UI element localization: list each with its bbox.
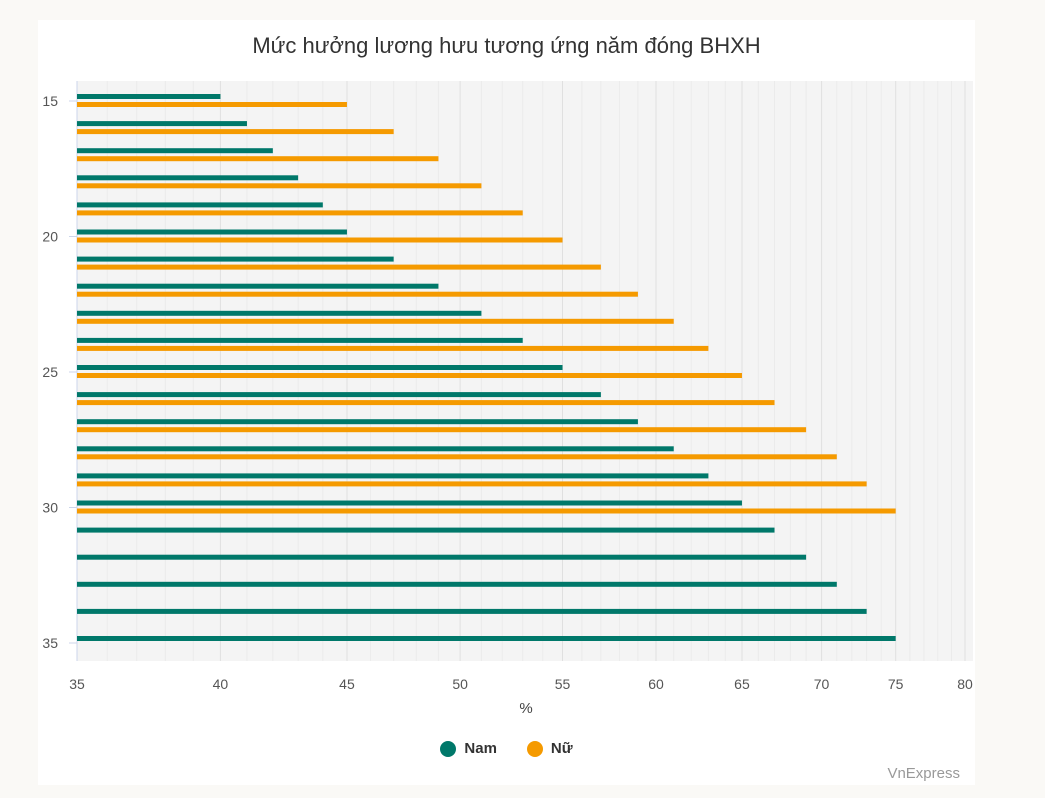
bar-nu-24	[77, 345, 709, 351]
legend-label: Nam	[464, 740, 497, 757]
bar-nam-28	[77, 446, 674, 452]
legend: Nam Nữ	[0, 740, 1013, 757]
bar-nu-16	[77, 129, 394, 135]
bar-nu-20	[77, 237, 563, 243]
bar-nam-24	[77, 337, 523, 343]
bar-nu-22	[77, 291, 638, 297]
bar-nu-30	[77, 508, 896, 514]
bar-nam-22	[77, 283, 439, 289]
plot-background	[77, 81, 973, 661]
bar-nu-29	[77, 481, 867, 487]
y-tick-label: 30	[42, 500, 58, 516]
x-tick-label: 65	[734, 676, 750, 692]
bar-nam-27	[77, 419, 638, 425]
x-tick-label: 35	[69, 676, 85, 692]
y-tick-label: 25	[42, 364, 58, 380]
bar-nu-25	[77, 373, 742, 378]
bar-nu-21	[77, 264, 601, 270]
legend-marker-icon	[440, 740, 457, 757]
bar-nam-18	[77, 175, 299, 181]
bar-nu-27	[77, 427, 807, 433]
x-tick-label: 55	[555, 676, 571, 692]
bar-nam-30	[77, 500, 742, 506]
x-tick-label: 40	[213, 676, 229, 692]
bar-nam-33	[77, 581, 837, 587]
x-tick-label: 75	[888, 676, 904, 692]
legend-label: Nữ	[550, 740, 573, 757]
bar-nu-17	[77, 156, 439, 162]
x-tick-label: 70	[814, 676, 830, 692]
bar-nam-21	[77, 256, 394, 262]
y-tick-label: 35	[42, 635, 58, 651]
x-axis-title: %	[519, 700, 532, 717]
x-tick-label: 80	[957, 676, 973, 692]
bar-nu-28	[77, 454, 837, 460]
bar-chart: 35 40 45 50 55 60 65 70 75 80 15 20 25 30 35%	[42, 81, 973, 717]
bar-nam-17	[77, 148, 273, 154]
bar-nu-26	[77, 400, 775, 406]
bar-nam-15	[77, 94, 221, 99]
bar-nu-18	[77, 183, 482, 189]
bar-nam-19	[77, 202, 323, 208]
x-tick-label: 50	[452, 676, 468, 692]
chart-title: Mức hưởng lương hưu tương ứng năm đóng B…	[252, 33, 761, 58]
source-credit: VnExpress	[887, 765, 960, 782]
legend-item-nu[interactable]: Nữ	[526, 740, 573, 757]
bar-nam-31	[77, 527, 775, 533]
bar-nam-26	[77, 392, 601, 398]
legend-item-nam[interactable]: Nam	[440, 740, 497, 757]
bar-nam-29	[77, 473, 709, 479]
y-tick-label: 20	[42, 229, 58, 245]
bar-nam-25	[77, 365, 563, 370]
bar-nam-34	[77, 608, 867, 614]
y-tick-label: 15	[42, 93, 58, 109]
bar-nam-35	[77, 636, 896, 641]
bar-nu-23	[77, 318, 674, 324]
bar-nam-23	[77, 310, 482, 316]
x-tick-label: 60	[648, 676, 664, 692]
bar-nu-19	[77, 210, 523, 216]
bar-nam-16	[77, 121, 247, 127]
bar-nam-20	[77, 229, 347, 235]
x-tick-label: 45	[339, 676, 355, 692]
bar-nu-15	[77, 102, 347, 107]
legend-marker-icon	[526, 740, 543, 757]
bar-nam-32	[77, 554, 807, 560]
